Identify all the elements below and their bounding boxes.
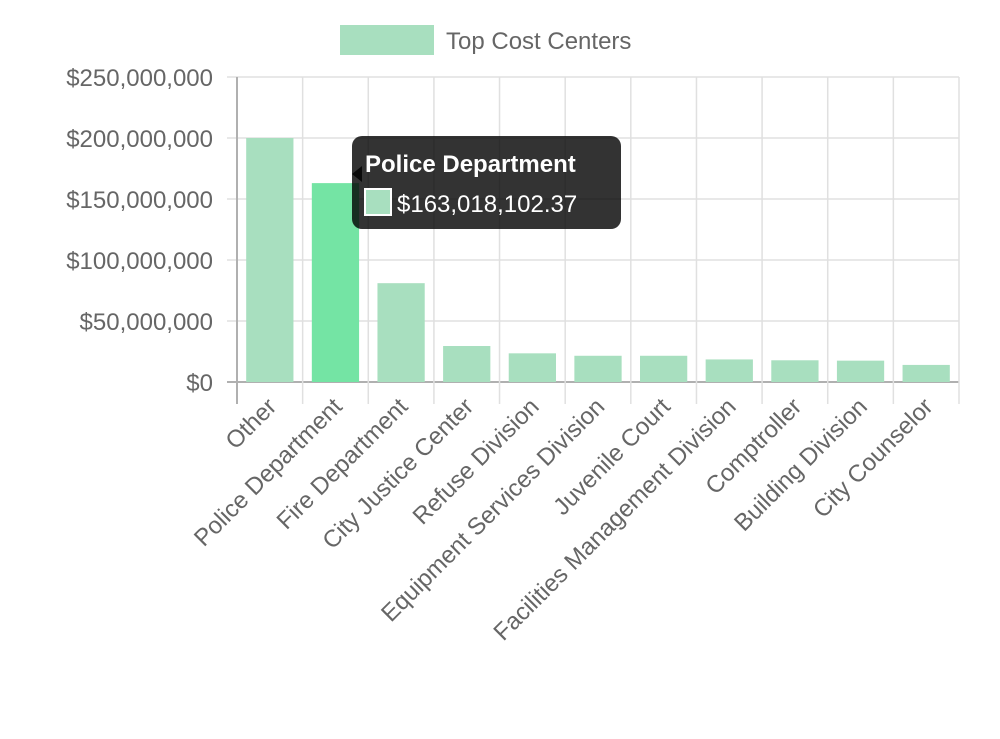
y-tick-label: $0 (186, 370, 213, 397)
x-tick-label: Juvenile Court (548, 393, 676, 521)
y-tick-label: $150,000,000 (66, 187, 213, 214)
bar-other[interactable] (246, 138, 294, 382)
tooltip-swatch (364, 188, 392, 216)
x-tick-label: City Counselor (808, 393, 938, 523)
y-tick-label: $50,000,000 (80, 309, 213, 336)
bar-facilities-management-division[interactable] (705, 359, 753, 382)
legend-label[interactable]: Top Cost Centers (446, 28, 631, 55)
bars[interactable] (246, 138, 950, 382)
legend-swatch[interactable] (340, 25, 434, 55)
x-tick-label: Other (221, 393, 283, 455)
bar-refuse-division[interactable] (508, 353, 556, 382)
y-tick-label: $250,000,000 (66, 65, 213, 92)
tooltip-background (352, 136, 621, 229)
tooltip: Police Department $163,018,102.37 (352, 136, 621, 229)
tooltip-title: Police Department (365, 151, 576, 178)
bar-equipment-services-division[interactable] (574, 355, 622, 382)
bar-building-division[interactable] (836, 360, 885, 382)
tooltip-value: $163,018,102.37 (397, 191, 577, 218)
y-tick-label: $100,000,000 (66, 248, 213, 275)
bar-police-department[interactable] (311, 183, 360, 382)
x-tick-label: Facilities Management Division (489, 393, 742, 646)
legend[interactable]: Top Cost Centers (340, 25, 631, 55)
bar-city-counselor[interactable] (902, 364, 950, 382)
y-tick-label: $200,000,000 (66, 126, 213, 153)
bar-comptroller[interactable] (771, 360, 819, 382)
bar-city-justice-center[interactable] (443, 346, 491, 382)
y-axis-ticks: $0 $50,000,000 $100,000,000 $150,000,000 $20… (66, 65, 213, 397)
bar-fire-department[interactable] (377, 283, 425, 382)
bar-juvenile-court[interactable] (640, 355, 688, 382)
